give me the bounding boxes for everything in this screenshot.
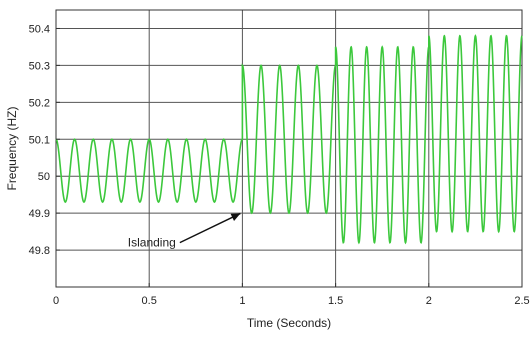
x-tick-label: 0.5 [142,295,157,307]
x-tick-label: 1.5 [328,295,343,307]
y-tick-label: 50.3 [29,60,50,72]
y-axis-label: Frequency (HZ) [5,106,19,190]
x-tick-label: 2 [426,295,432,307]
islanding-arrowhead [230,213,241,221]
y-tick-label: 49.9 [29,208,50,220]
y-tick-label: 50.4 [29,23,50,35]
islanding-label: Islanding [128,236,176,250]
x-tick-label: 0 [53,295,59,307]
islanding-annotation: Islanding [128,212,241,250]
series-group [55,34,523,245]
x-tick-label: 1 [239,295,245,307]
x-axis-label: Time (Seconds) [247,316,331,330]
y-tick-label: 50.1 [29,134,50,146]
y-axis-ticks: 49.8 49.9 50 50.1 50.2 50.3 50.4 [29,23,60,257]
y-tick-label: 49.8 [29,245,50,257]
frequency-line [55,34,523,245]
islanding-arrow [179,212,241,244]
x-tick-label: 2.5 [514,295,529,307]
plot-frame [55,9,523,288]
plot-background [56,10,522,287]
y-tick-label: 50 [38,171,50,183]
x-axis-ticks: 0 0.5 1 1.5 2 2.5 [53,283,530,307]
y-tick-label: 50.2 [29,97,50,109]
